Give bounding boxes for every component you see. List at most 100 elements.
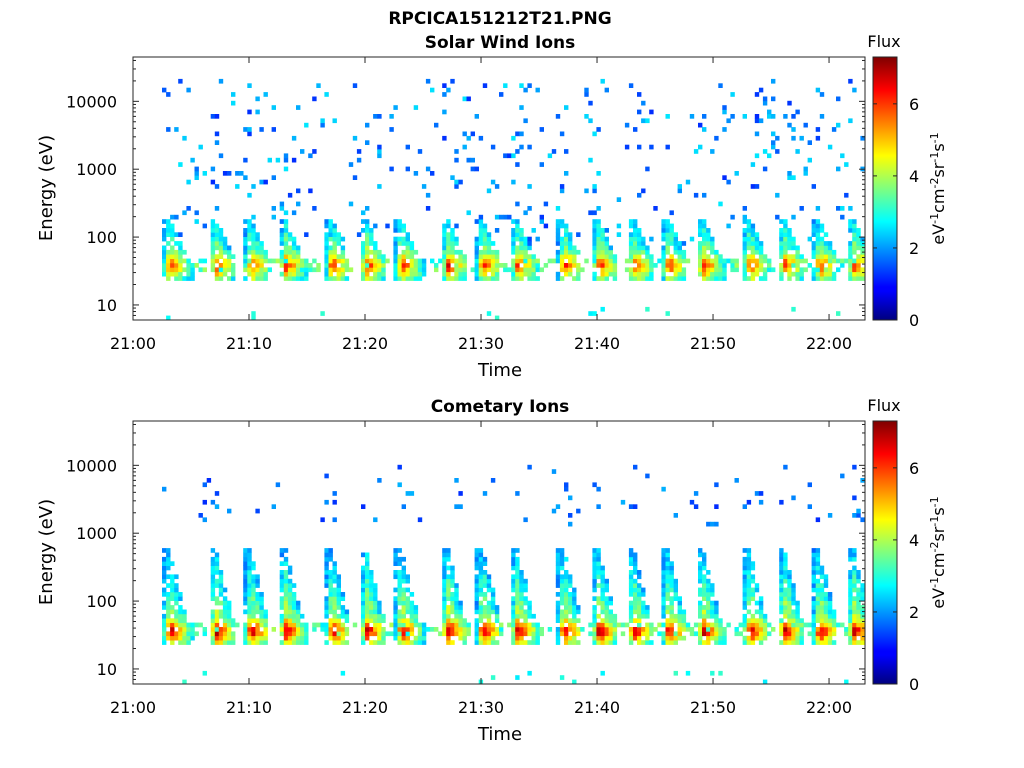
heatmap-cell [425,78,431,84]
heatmap-cell [754,271,760,277]
heatmap-cell [823,254,829,259]
heatmap-cell [596,504,601,509]
heatmap-cell [421,627,427,632]
heatmap-cell [450,236,455,242]
heatmap-cell [795,109,800,115]
heatmap-cell [612,267,618,273]
heatmap-cell [166,596,171,601]
heatmap-cell [783,263,788,268]
heatmap-cell [527,276,532,281]
heatmap-cell [263,92,268,97]
heatmap-cell [389,127,394,132]
heatmap-cell [454,179,459,185]
heatmap-cell [815,276,821,281]
heatmap-cell [608,263,613,268]
heatmap-cell [750,613,756,619]
heatmap-cell [856,263,861,268]
heatmap-cell [442,258,447,264]
heatmap-cell [628,618,634,623]
heatmap-cell [831,127,837,132]
heatmap-cell [365,258,370,264]
heatmap-cell [340,609,346,615]
heatmap-cell [604,271,609,277]
heatmap-cell [519,258,524,264]
heatmap-cell [564,254,569,259]
heatmap-cell [758,609,764,615]
heatmap-cell [446,640,451,645]
heatmap-cell [539,127,544,132]
heatmap-cell [222,587,228,593]
heatmap-cell [332,618,337,623]
heatmap-cell [401,258,406,264]
heatmap-cell [291,236,297,242]
heatmap-cell [811,613,816,619]
heatmap-cell [474,166,479,172]
heatmap-cell [746,578,752,584]
heatmap-cell [815,263,821,268]
heatmap-cell [446,596,451,601]
heatmap-cell [742,587,747,593]
heatmap-cell [482,236,488,242]
heatmap-cell [714,504,719,509]
heatmap-cell [807,482,812,488]
heatmap-cell [174,600,179,606]
heatmap-cell [296,249,301,255]
heatmap-cell [787,640,792,645]
heatmap-cell [819,583,825,588]
heatmap-cell [166,609,171,615]
heatmap-cell [218,276,224,281]
heatmap-cell [592,635,597,641]
heatmap-cell [210,578,216,584]
heatmap-cell [178,640,183,645]
heatmap-cell [669,570,674,575]
heatmap-cell [178,622,183,628]
heatmap-cell [369,236,374,242]
heatmap-cell [775,149,780,154]
heatmap-cell [442,561,447,566]
heatmap-cell [831,254,837,259]
heatmap-cell [555,552,561,558]
heatmap-cell [628,600,634,606]
heatmap-cell [848,78,853,84]
heatmap-cell [848,206,853,211]
heatmap-cell [815,258,821,264]
heatmap-cell [482,491,488,496]
heatmap-cell [787,609,792,615]
heatmap-cell [641,249,646,255]
heatmap-cell [381,254,386,259]
heatmap-cell [637,267,642,273]
heatmap-cell [227,245,232,251]
heatmap-cell [645,306,650,312]
heatmap-cell [328,631,333,637]
heatmap-cell [856,596,861,601]
heatmap-cell [559,184,565,189]
heatmap-cell [263,258,268,264]
heatmap-cell [324,254,329,259]
heatmap-cell [373,627,378,632]
heatmap-cell [486,249,492,255]
heatmap-cell [564,149,569,154]
heatmap-cell [628,236,634,242]
heatmap-cell [454,600,459,606]
heatmap-cell [645,245,650,251]
heatmap-cell [194,219,199,224]
heatmap-cell [287,613,293,619]
heatmap-cell [397,570,402,575]
heatmap-cell [255,241,260,246]
heatmap-cell [848,118,853,124]
heatmap-cell [811,254,816,259]
heatmap-cell [710,631,715,637]
heatmap-cell [628,592,634,597]
heatmap-cell [287,618,293,623]
heatmap-cell [397,241,402,246]
heatmap-cell [580,627,585,632]
heatmap-cell [413,249,419,255]
heatmap-cell [572,600,577,606]
heatmap-cell [665,241,670,246]
heatmap-cell [442,276,447,281]
heatmap-cell [454,587,459,593]
heatmap-cell [251,267,256,273]
heatmap-cell [283,219,289,224]
heatmap-cell [852,219,857,224]
heatmap-cell [856,600,861,606]
